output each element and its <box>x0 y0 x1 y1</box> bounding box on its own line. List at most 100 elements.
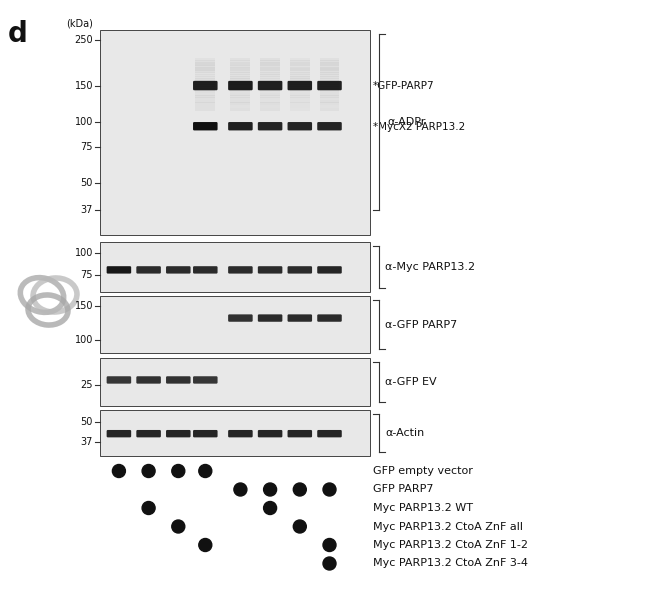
FancyBboxPatch shape <box>136 266 161 274</box>
FancyBboxPatch shape <box>193 430 218 437</box>
FancyBboxPatch shape <box>193 122 218 131</box>
Bar <box>290 105 310 108</box>
Bar <box>231 59 250 62</box>
Text: 150: 150 <box>75 81 93 91</box>
Bar <box>196 76 215 79</box>
FancyBboxPatch shape <box>228 430 253 437</box>
Text: 25: 25 <box>81 380 93 390</box>
Bar <box>196 65 215 68</box>
Text: GFP empty vector: GFP empty vector <box>373 466 473 476</box>
Text: 250: 250 <box>74 35 93 45</box>
Bar <box>196 67 215 70</box>
Bar <box>260 97 280 100</box>
FancyBboxPatch shape <box>287 122 312 131</box>
Bar <box>260 63 280 67</box>
Bar <box>260 70 280 73</box>
Bar <box>320 72 339 75</box>
Text: GFP PARP7: GFP PARP7 <box>373 485 434 495</box>
FancyBboxPatch shape <box>228 81 253 91</box>
Circle shape <box>172 520 185 533</box>
Bar <box>320 63 339 67</box>
Bar <box>290 78 310 81</box>
Text: 75: 75 <box>81 142 93 152</box>
Bar <box>320 76 339 79</box>
Bar <box>320 82 339 85</box>
Bar <box>260 84 280 87</box>
Bar <box>100 30 370 235</box>
Bar <box>320 102 339 105</box>
Text: α-Actin: α-Actin <box>385 428 424 438</box>
Bar <box>100 410 370 456</box>
FancyBboxPatch shape <box>317 314 342 322</box>
Bar <box>231 67 250 70</box>
Bar <box>231 88 250 91</box>
Bar <box>320 105 339 108</box>
FancyBboxPatch shape <box>317 122 342 131</box>
Bar <box>196 95 215 98</box>
Bar <box>196 88 215 91</box>
Circle shape <box>293 483 306 496</box>
Circle shape <box>112 464 125 477</box>
Bar <box>260 62 280 65</box>
Text: 37: 37 <box>81 205 93 215</box>
Text: α-Myc PARP13.2: α-Myc PARP13.2 <box>385 262 475 272</box>
Bar <box>290 63 310 67</box>
FancyBboxPatch shape <box>258 266 282 274</box>
Bar <box>100 296 370 353</box>
Text: 50: 50 <box>81 179 93 188</box>
Bar <box>231 84 250 87</box>
Bar <box>231 65 250 68</box>
Bar <box>260 65 280 68</box>
FancyBboxPatch shape <box>107 266 131 274</box>
Text: 100: 100 <box>75 334 93 344</box>
Text: (kDa): (kDa) <box>66 18 93 28</box>
Bar <box>196 105 215 108</box>
FancyBboxPatch shape <box>258 430 282 437</box>
Bar <box>290 79 310 83</box>
FancyBboxPatch shape <box>107 430 131 437</box>
Bar <box>196 68 215 71</box>
Bar <box>260 82 280 85</box>
Bar <box>290 62 310 65</box>
Text: Myc PARP13.2 CtoA ZnF all: Myc PARP13.2 CtoA ZnF all <box>373 522 523 532</box>
FancyBboxPatch shape <box>317 81 342 91</box>
FancyBboxPatch shape <box>136 430 161 437</box>
Text: *MycX2 PARP13.2: *MycX2 PARP13.2 <box>373 122 465 132</box>
Bar <box>196 62 215 65</box>
FancyBboxPatch shape <box>193 81 218 91</box>
Bar <box>320 78 339 81</box>
Text: 75: 75 <box>81 270 93 280</box>
Bar <box>320 74 339 77</box>
Bar <box>320 60 339 63</box>
Text: α-GFP EV: α-GFP EV <box>385 377 437 387</box>
FancyBboxPatch shape <box>166 430 190 437</box>
Bar <box>260 60 280 63</box>
Bar <box>260 67 280 70</box>
Bar <box>320 95 339 98</box>
Text: 50: 50 <box>81 417 93 427</box>
Bar <box>320 108 339 111</box>
Bar <box>260 108 280 111</box>
FancyBboxPatch shape <box>317 430 342 437</box>
Text: d: d <box>8 20 28 48</box>
Bar <box>231 97 250 100</box>
Bar <box>231 108 250 111</box>
Circle shape <box>323 557 336 570</box>
Bar <box>290 76 310 79</box>
Text: 100: 100 <box>75 248 93 257</box>
Bar <box>260 59 280 62</box>
FancyBboxPatch shape <box>258 122 282 131</box>
Bar <box>290 82 310 85</box>
Bar <box>260 79 280 83</box>
Bar <box>231 76 250 79</box>
Bar <box>320 88 339 91</box>
Bar <box>231 60 250 63</box>
Bar <box>260 68 280 71</box>
Bar <box>290 59 310 62</box>
FancyBboxPatch shape <box>228 314 253 322</box>
FancyBboxPatch shape <box>258 314 282 322</box>
Bar <box>231 79 250 83</box>
Bar <box>196 86 215 89</box>
Bar <box>231 68 250 71</box>
FancyBboxPatch shape <box>287 314 312 322</box>
